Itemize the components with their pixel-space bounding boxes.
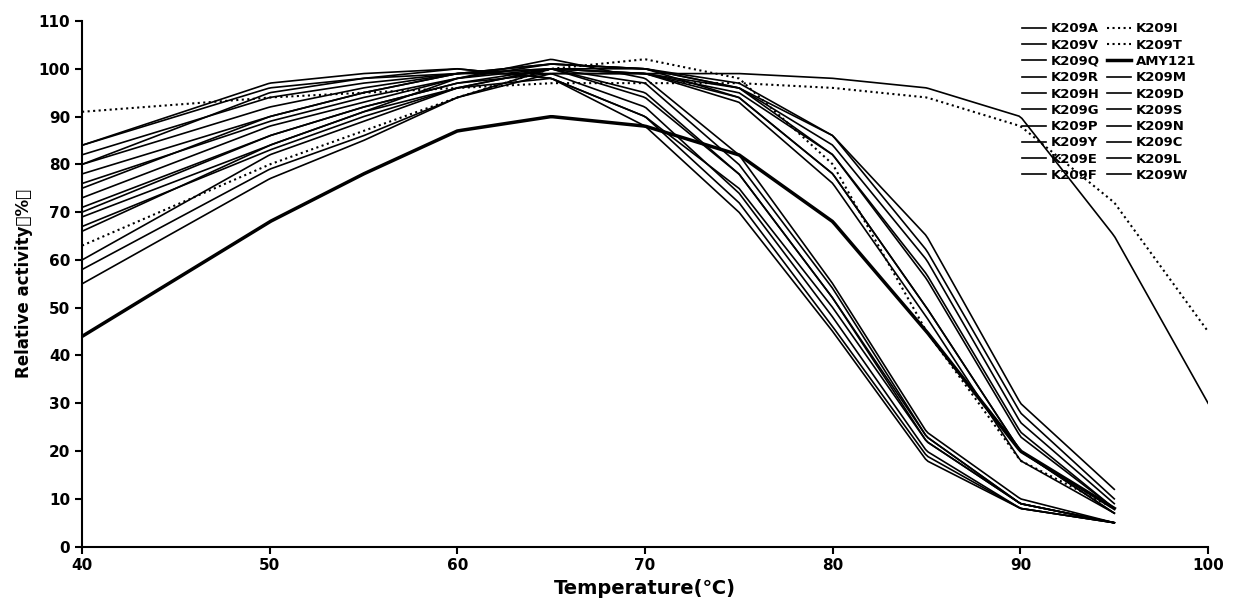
Y-axis label: Relative activity（%）: Relative activity（%）	[15, 189, 33, 378]
X-axis label: Temperature(℃): Temperature(℃)	[554, 579, 736, 598]
Legend: K209A, K209V, K209Q, K209R, K209H, K209G, K209P, K209Y, K209E, K209F, K209I, K20: K209A, K209V, K209Q, K209R, K209H, K209G…	[1017, 17, 1202, 188]
